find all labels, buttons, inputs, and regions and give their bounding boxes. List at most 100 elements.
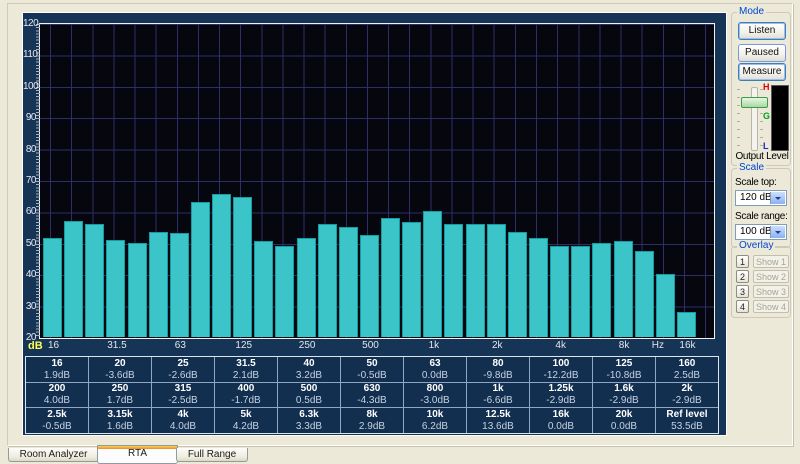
band-cell-200: 200 4.0dB [26,382,88,408]
band-frequency: 40 [303,357,315,369]
paused-button[interactable]: Paused [738,44,786,62]
band-frequency: 2k [681,383,693,395]
y-tick-100: 100 [23,80,39,92]
show-3-button[interactable]: Show 3 [753,285,789,298]
mode-groupbox: Mode Listen Paused Measure H G L Output … [731,6,791,166]
scale-caption: Scale [737,162,767,174]
overlay-row-2: 2 Show 2 [736,270,790,283]
overlay-num-button-3[interactable]: 3 [736,285,749,298]
bar-250 [296,238,316,337]
band-frequency: 400 [237,383,255,395]
band-cell-1k: 1k -6.6dB [467,382,529,408]
band-value: -0.5dB [42,421,72,433]
band-cell-160: 160 2.5dB [656,357,718,382]
measure-button[interactable]: Measure [738,63,786,81]
x-tick-500: 500 [362,340,379,351]
band-cell-250: 250 1.7dB [89,382,151,408]
x-tick-16: 16 [48,340,60,351]
overlay-row-4: 4 Show 4 [736,300,790,313]
tab-rta[interactable]: RTA [97,445,178,464]
band-cell-4k: 4k 4.0dB [152,408,214,433]
band-cell-6-3k: 6.3k 3.3dB [278,408,340,433]
band-value: 2.9dB [358,421,386,433]
band-frequency: 5k [240,409,252,421]
bar-50 [148,231,168,337]
tab-room-analyzer[interactable]: Room Analyzer [8,448,99,462]
show-1-button[interactable]: Show 1 [753,255,789,268]
overlay-num-button-1[interactable]: 1 [736,255,749,268]
y-tick-40: 40 [25,269,37,281]
scale-range-combobox[interactable]: 100 dB [735,224,787,240]
band-value: 0.5dB [295,395,323,407]
band-value: -2.6dB [168,369,198,381]
chevron-down-icon[interactable] [770,226,785,238]
band-value: -10.8dB [606,369,642,381]
y-tick-80: 80 [25,143,37,155]
band-frequency: Ref level [666,409,708,421]
overlay-caption: Overlay [737,240,776,252]
y-tick-60: 60 [25,206,37,218]
band-value: 1.6dB [106,421,134,433]
band-cell-8k: 8k 2.9dB [341,408,403,433]
band-value: -6.6dB [483,395,513,407]
band-value: 0.0dB [421,369,449,381]
show-2-button[interactable]: Show 2 [753,270,789,283]
listen-button[interactable]: Listen [738,22,786,40]
y-tick-30: 30 [25,300,37,312]
bar-630 [381,217,401,337]
band-cell-20: 20 -3.6dB [89,357,151,382]
x-tick-hz: Hz [651,340,664,351]
tab-label: Full Range [187,449,237,460]
y-tick-90: 90 [25,112,37,124]
band-frequency: 800 [426,383,444,395]
scale-range-value: 100 dB [740,226,772,237]
band-frequency: 80 [492,357,504,369]
band-frequency: 50 [366,357,378,369]
y-axis-unit-label: dB [28,340,43,352]
band-frequency: 1k [492,383,504,395]
overlay-num-button-4[interactable]: 4 [736,300,749,313]
scale-top-combobox[interactable]: 120 dB [735,190,787,206]
chevron-down-icon[interactable] [770,192,785,204]
band-value: -3.0dB [420,395,450,407]
band-value: 1.7dB [106,395,134,407]
band-value: 3.2dB [295,369,323,381]
overlay-num-button-2[interactable]: 2 [736,270,749,283]
meter-good-label: G [763,111,771,121]
band-frequency: 10k [426,409,444,421]
output-level-slider-thumb[interactable] [741,97,768,108]
band-value: -2.9dB [672,395,702,407]
bar-3-15k [528,238,548,337]
bar-2-5k [507,231,527,337]
band-cell-50: 50 -0.5dB [341,357,403,382]
x-tick-4k: 4k [555,340,566,351]
band-cell-1-6k: 1.6k -2.9dB [593,382,655,408]
band-value: -12.2dB [543,369,579,381]
band-cell-3-15k: 3.15k 1.6dB [89,408,151,433]
x-tick-1k: 1k [428,340,440,351]
band-value: 4.2dB [232,421,260,433]
band-cell-630: 630 -4.3dB [341,382,403,408]
band-frequency: 4k [177,409,189,421]
bar-16 [43,238,62,337]
band-value: -3.6dB [105,369,135,381]
band-cell-16: 16 1.9dB [26,357,88,382]
x-tick-2k: 2k [492,340,503,351]
show-4-button[interactable]: Show 4 [753,300,789,313]
bar-2k [486,223,506,337]
tab-full-range[interactable]: Full Range [176,448,248,462]
band-value: -2.9dB [546,395,576,407]
band-value: -0.5dB [357,369,387,381]
y-axis-labels: 120 110 100 90 80 70 60 50 40 30 20 [23,18,39,343]
slider-ticks-right [760,89,763,147]
band-cell-2k: 2k -2.9dB [656,382,718,408]
bar-400 [338,227,358,337]
bar-500 [359,234,379,337]
output-level-slider-track[interactable] [751,87,758,151]
bar-31-5 [106,239,126,337]
band-frequency: 125 [615,357,633,369]
bar-10k [634,250,654,337]
x-tick-16k: 16k [679,340,696,351]
band-value: 4.0dB [169,421,197,433]
band-value: -9.8dB [483,369,513,381]
